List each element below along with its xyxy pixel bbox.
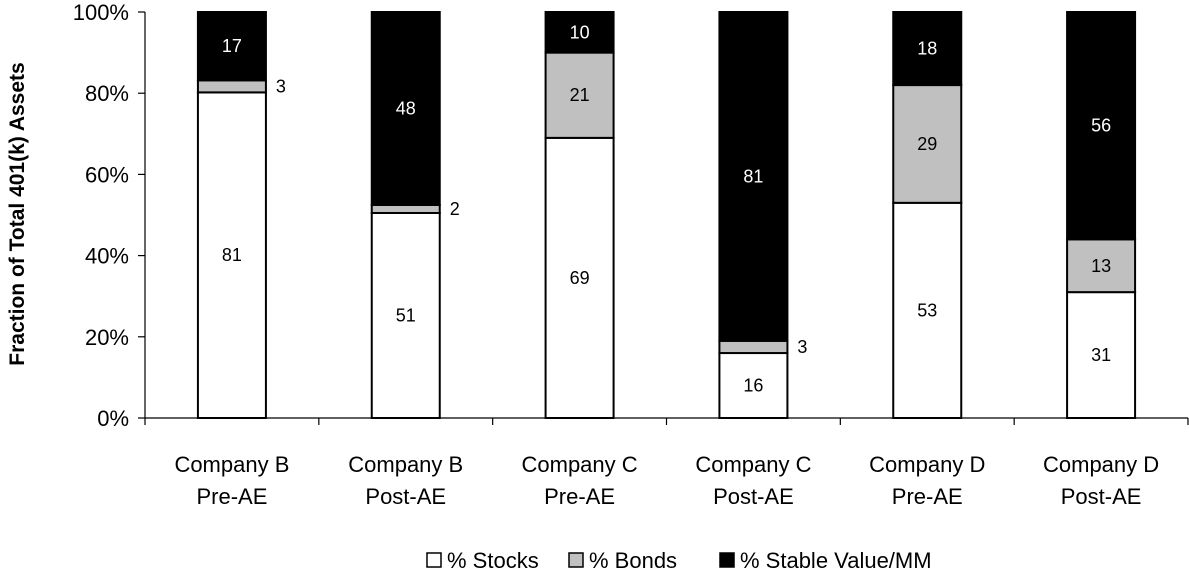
bar-segment: [544, 136, 615, 420]
data-label: 81: [743, 166, 763, 186]
y-tick-label: 0%: [97, 406, 129, 431]
bar-segment: [1066, 291, 1137, 420]
bar-segment: [1066, 11, 1137, 241]
bar-segment: [892, 11, 963, 87]
legend-swatch: [426, 552, 442, 568]
bar-segment: [370, 211, 441, 419]
legend-label: % Bonds: [589, 548, 677, 573]
y-tick-label: 20%: [85, 325, 129, 350]
bar-segment: [892, 84, 963, 204]
data-label: 17: [222, 36, 242, 56]
data-label: 69: [570, 268, 590, 288]
category-label: Company B: [174, 452, 289, 477]
data-label: 3: [276, 76, 286, 96]
data-label: 16: [743, 376, 763, 396]
data-label: 81: [222, 245, 242, 265]
legend-label: % Stable Value/MM: [740, 548, 932, 573]
y-axis-label: Fraction of Total 401(k) Assets: [6, 62, 29, 365]
bar-segment: [718, 339, 789, 355]
legend-swatch: [719, 552, 735, 568]
bar-segment: [892, 201, 963, 419]
bar-segment: [196, 79, 267, 94]
category-label: Pre-AE: [544, 484, 615, 509]
data-label: 53: [917, 300, 937, 320]
category-label: Post-AE: [713, 484, 794, 509]
y-tick-label: 40%: [85, 244, 129, 269]
category-label: Company D: [1043, 452, 1159, 477]
category-label: Pre-AE: [196, 484, 267, 509]
bar-segment: [718, 11, 789, 342]
bar-segment: [544, 51, 615, 139]
category-label: Post-AE: [365, 484, 446, 509]
category-label: Post-AE: [1061, 484, 1142, 509]
data-label: 48: [396, 98, 416, 118]
data-label: 29: [917, 134, 937, 154]
data-label: 21: [570, 85, 590, 105]
legend-swatch: [568, 552, 584, 568]
data-label: 3: [797, 337, 807, 357]
bar-segment: [370, 11, 441, 206]
bar-segment: [196, 91, 267, 420]
bar-segment: [718, 352, 789, 420]
bar-segment: [1066, 238, 1137, 294]
bar-segment: [196, 11, 267, 82]
data-label: 51: [396, 305, 416, 325]
bar-segment: [370, 203, 441, 214]
data-label: 2: [450, 199, 460, 219]
data-label: 18: [917, 39, 937, 59]
category-label: Company C: [522, 452, 638, 477]
category-label: Company C: [695, 452, 811, 477]
category-label: Company B: [348, 452, 463, 477]
data-label: 56: [1091, 116, 1111, 136]
y-tick-label: 80%: [85, 81, 129, 106]
data-label: 31: [1091, 345, 1111, 365]
category-label: Company D: [869, 452, 985, 477]
y-tick-label: 60%: [85, 162, 129, 187]
bar-segment: [544, 11, 615, 54]
category-label: Pre-AE: [892, 484, 963, 509]
y-tick-label: 100%: [73, 0, 129, 25]
data-label: 10: [570, 22, 590, 42]
legend-label: % Stocks: [447, 548, 539, 573]
data-label: 13: [1091, 256, 1111, 276]
